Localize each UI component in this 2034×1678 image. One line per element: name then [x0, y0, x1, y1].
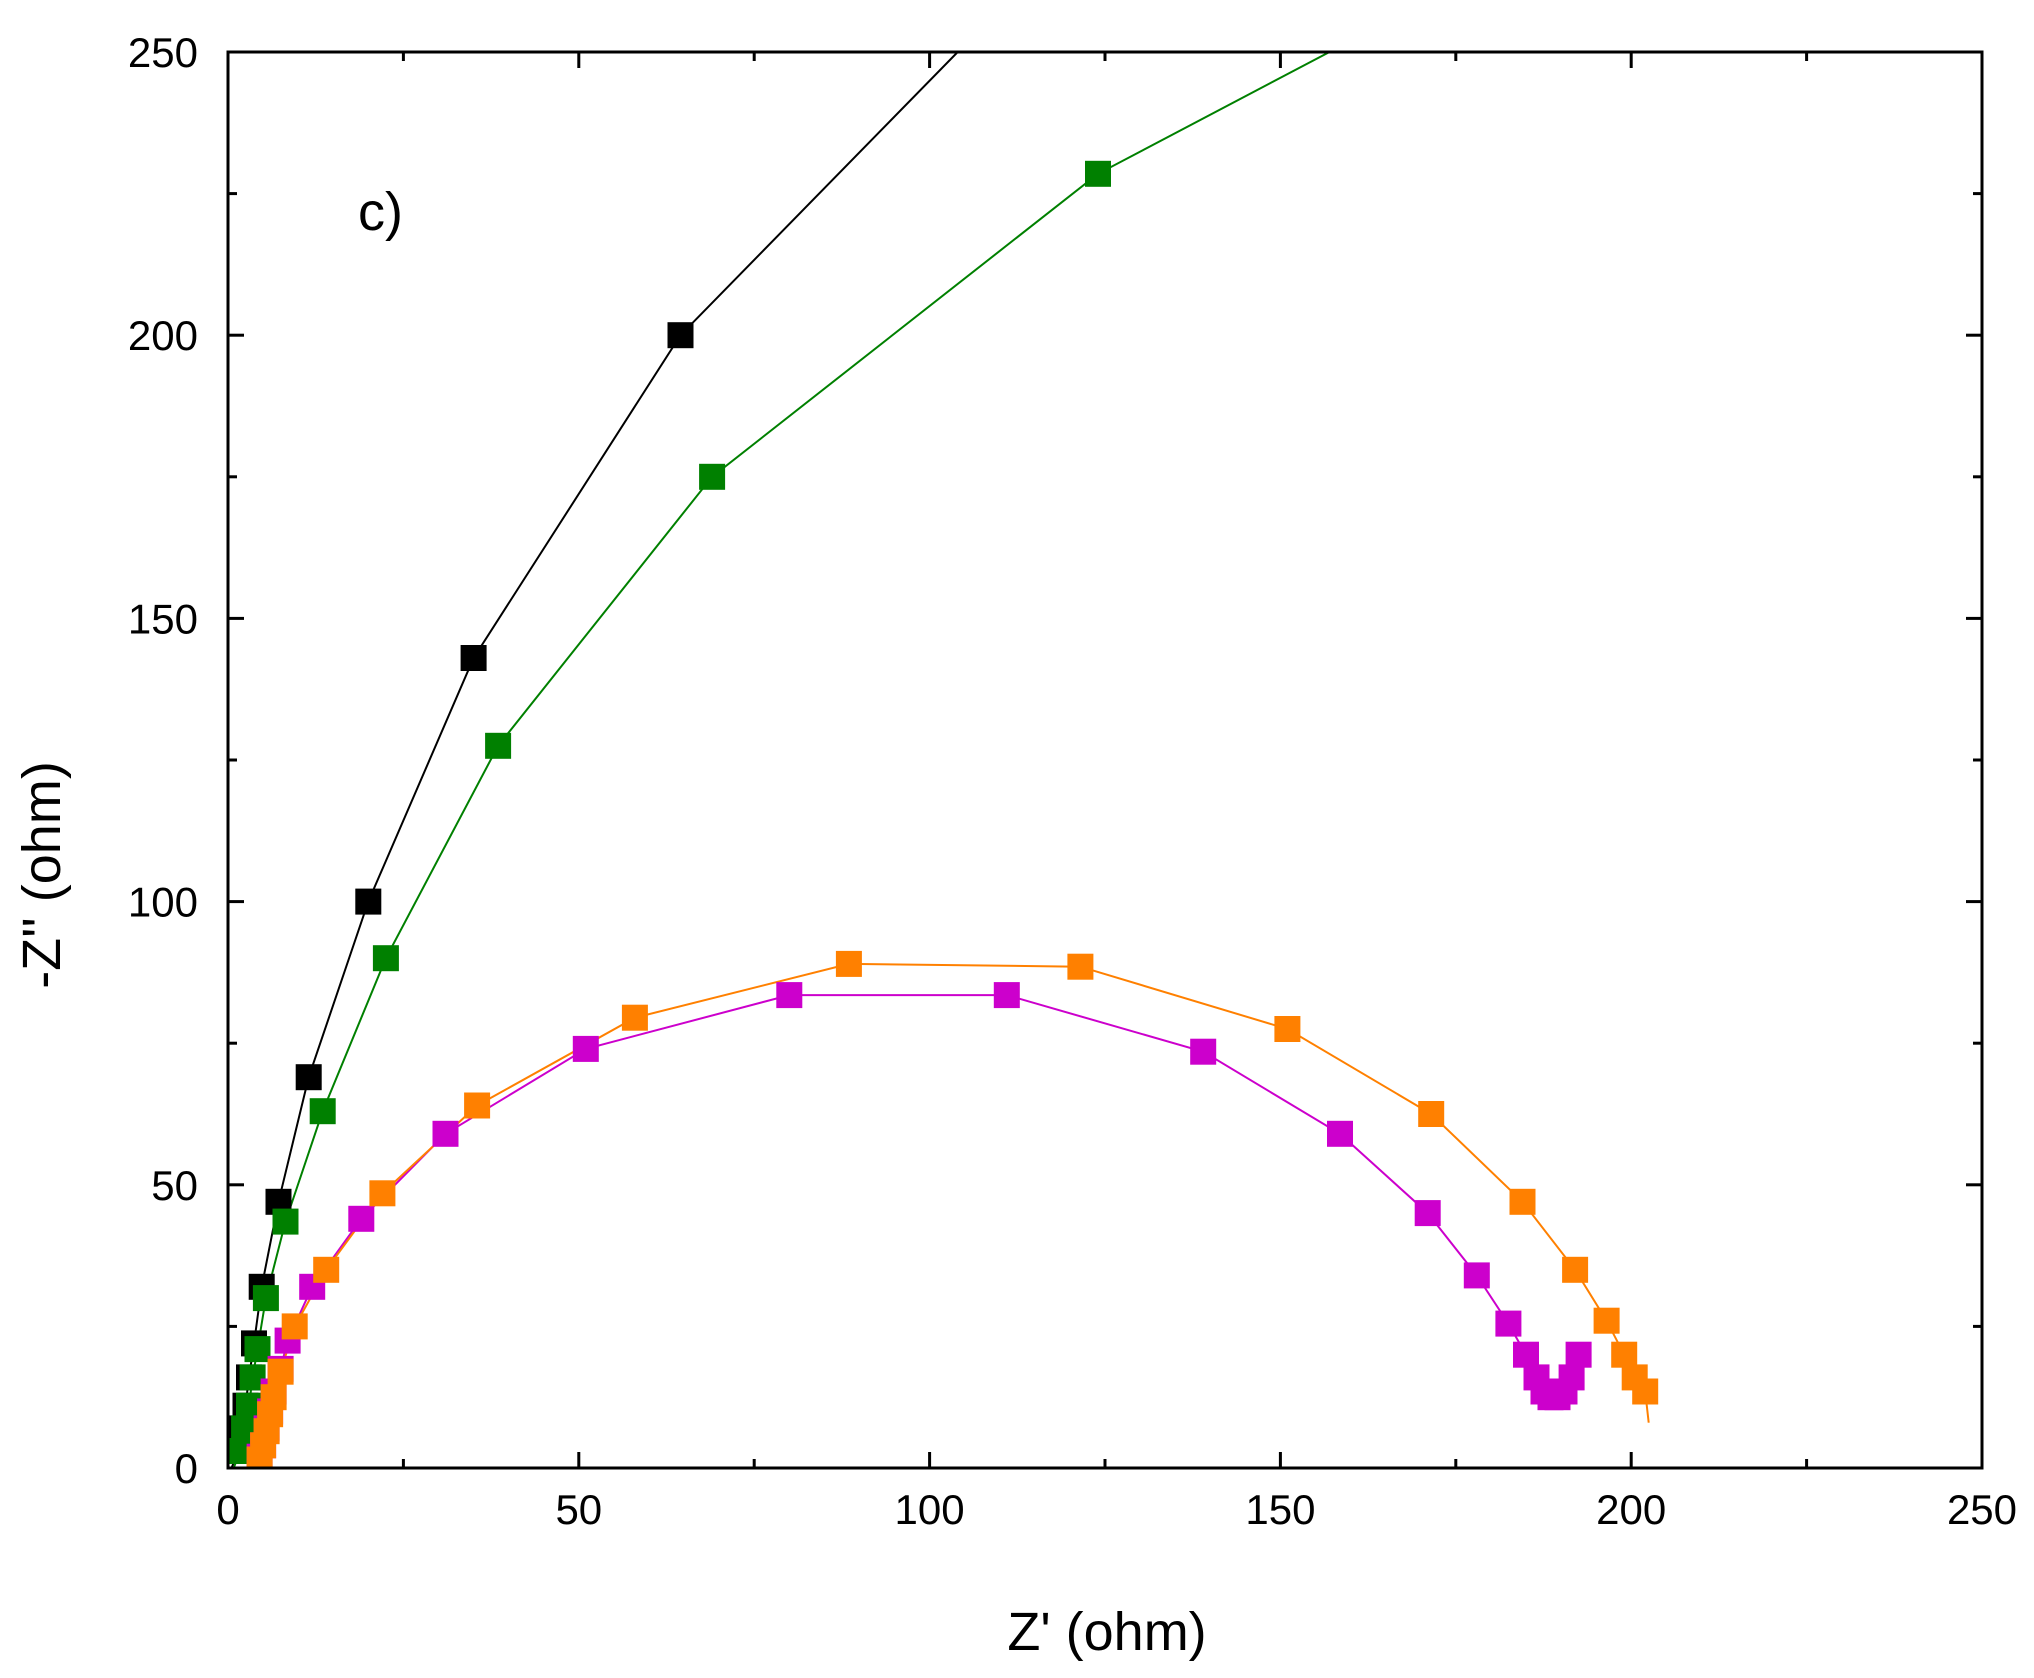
data-point-magenta-11 [776, 982, 803, 1009]
x-tick-label: 200 [1596, 1486, 1666, 1533]
x-tick-label: 0 [216, 1486, 239, 1533]
data-point-orange-4 [260, 1384, 287, 1411]
data-point-green-11 [1085, 160, 1111, 187]
data-point-green-9 [485, 732, 512, 759]
data-point-magenta-17 [1495, 1310, 1522, 1337]
y-tick-label: 150 [128, 595, 198, 642]
panel-label: c) [358, 182, 403, 242]
data-point-orange-5 [267, 1358, 294, 1385]
data-point-black-7 [295, 1064, 322, 1091]
x-tick-label: 250 [1947, 1486, 2017, 1533]
plot-area [228, 52, 1659, 1468]
data-point-magenta-16 [1463, 1262, 1490, 1289]
data-point-orange-10 [621, 1004, 648, 1031]
x-tick-label: 50 [555, 1486, 602, 1533]
axes-layer: 0 50 100 150 200 250 0 50 100 150 200 250 [128, 29, 2017, 1533]
y-tick-label: 50 [151, 1162, 198, 1209]
data-point-magenta-13 [1190, 1038, 1217, 1065]
data-point-orange-16 [1562, 1256, 1589, 1283]
series-layer [228, 52, 1659, 1468]
data-point-black-10 [667, 322, 694, 349]
data-point-orange-6 [281, 1313, 308, 1340]
data-point-orange-15 [1509, 1188, 1536, 1215]
data-point-magenta-25 [1565, 1341, 1592, 1368]
data-point-magenta-12 [993, 982, 1020, 1009]
data-point-orange-13 [1274, 1016, 1301, 1042]
data-point-orange-9 [464, 1092, 491, 1119]
data-point-magenta-14 [1327, 1120, 1353, 1147]
data-point-green-4 [244, 1336, 271, 1363]
y-tick-label: 200 [128, 312, 198, 359]
x-tick-label: 150 [1245, 1486, 1315, 1533]
y-tick-label: 0 [175, 1445, 198, 1492]
data-point-black-8 [355, 888, 382, 915]
data-point-magenta-10 [572, 1035, 599, 1062]
data-point-magenta-9 [432, 1120, 459, 1147]
data-point-orange-20 [1632, 1378, 1659, 1405]
y-tick-label: 250 [128, 29, 198, 76]
data-point-green-7 [309, 1098, 336, 1125]
y-tick-label: 100 [128, 879, 198, 926]
data-point-orange-8 [369, 1180, 396, 1207]
data-point-magenta-15 [1414, 1200, 1441, 1227]
data-point-magenta-24 [1558, 1364, 1585, 1391]
data-point-orange-7 [313, 1256, 340, 1283]
data-point-green-5 [252, 1285, 279, 1312]
data-point-orange-17 [1593, 1307, 1620, 1334]
data-point-orange-11 [835, 950, 862, 977]
data-point-green-6 [272, 1208, 299, 1235]
data-point-magenta-8 [348, 1205, 375, 1232]
data-point-green-8 [372, 945, 399, 972]
data-point-magenta-18 [1513, 1341, 1539, 1368]
data-point-orange-12 [1067, 953, 1094, 980]
data-point-orange-18 [1611, 1341, 1638, 1368]
data-point-green-10 [699, 463, 726, 490]
data-point-orange-14 [1418, 1101, 1445, 1127]
y-axis-title: -Z'' (ohm) [12, 761, 72, 989]
data-point-black-9 [460, 645, 487, 671]
x-tick-label: 100 [895, 1486, 965, 1533]
x-axis-title: Z' (ohm) [1007, 1602, 1206, 1662]
